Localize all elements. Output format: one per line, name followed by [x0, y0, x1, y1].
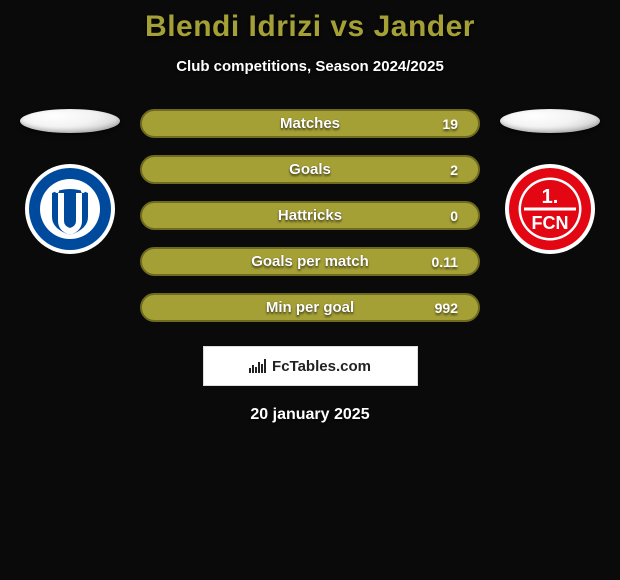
stat-row: Matches19: [140, 109, 480, 138]
content-row: Matches19 Goals2 Hattricks0 Goals per match…: [0, 109, 620, 322]
team-logo-left: [24, 163, 116, 255]
brand-text: FcTables.com: [272, 358, 371, 375]
team-logo-right: 1. FCN: [504, 163, 596, 255]
comparison-card: Blendi Idrizi vs Jander Club competition…: [0, 0, 620, 440]
stat-value-right: 2: [428, 162, 458, 178]
subtitle: Club competitions, Season 2024/2025: [176, 58, 444, 75]
svg-text:1.: 1.: [542, 186, 559, 208]
stat-value-right: 19: [428, 116, 458, 132]
page-title: Blendi Idrizi vs Jander: [145, 10, 475, 44]
left-side: [20, 109, 120, 255]
player-face-left: [20, 109, 120, 133]
svg-text:FCN: FCN: [532, 213, 569, 233]
stats-list: Matches19 Goals2 Hattricks0 Goals per match…: [140, 109, 480, 322]
stat-value-right: 0: [428, 208, 458, 224]
stat-row: Goals per match0.11: [140, 247, 480, 276]
player-face-right: [500, 109, 600, 133]
stat-row: Hattricks0: [140, 201, 480, 230]
brand-badge: FcTables.com: [203, 346, 418, 386]
right-side: 1. FCN: [500, 109, 600, 255]
fcn-logo-svg: 1. FCN: [504, 163, 596, 255]
date-text: 20 january 2025: [250, 406, 369, 424]
schalke-logo-svg: [24, 163, 116, 255]
chart-icon: [249, 359, 266, 373]
stat-row: Min per goal992: [140, 293, 480, 322]
stat-value-right: 0.11: [428, 254, 458, 270]
stat-value-right: 992: [428, 300, 458, 316]
stat-row: Goals2: [140, 155, 480, 184]
